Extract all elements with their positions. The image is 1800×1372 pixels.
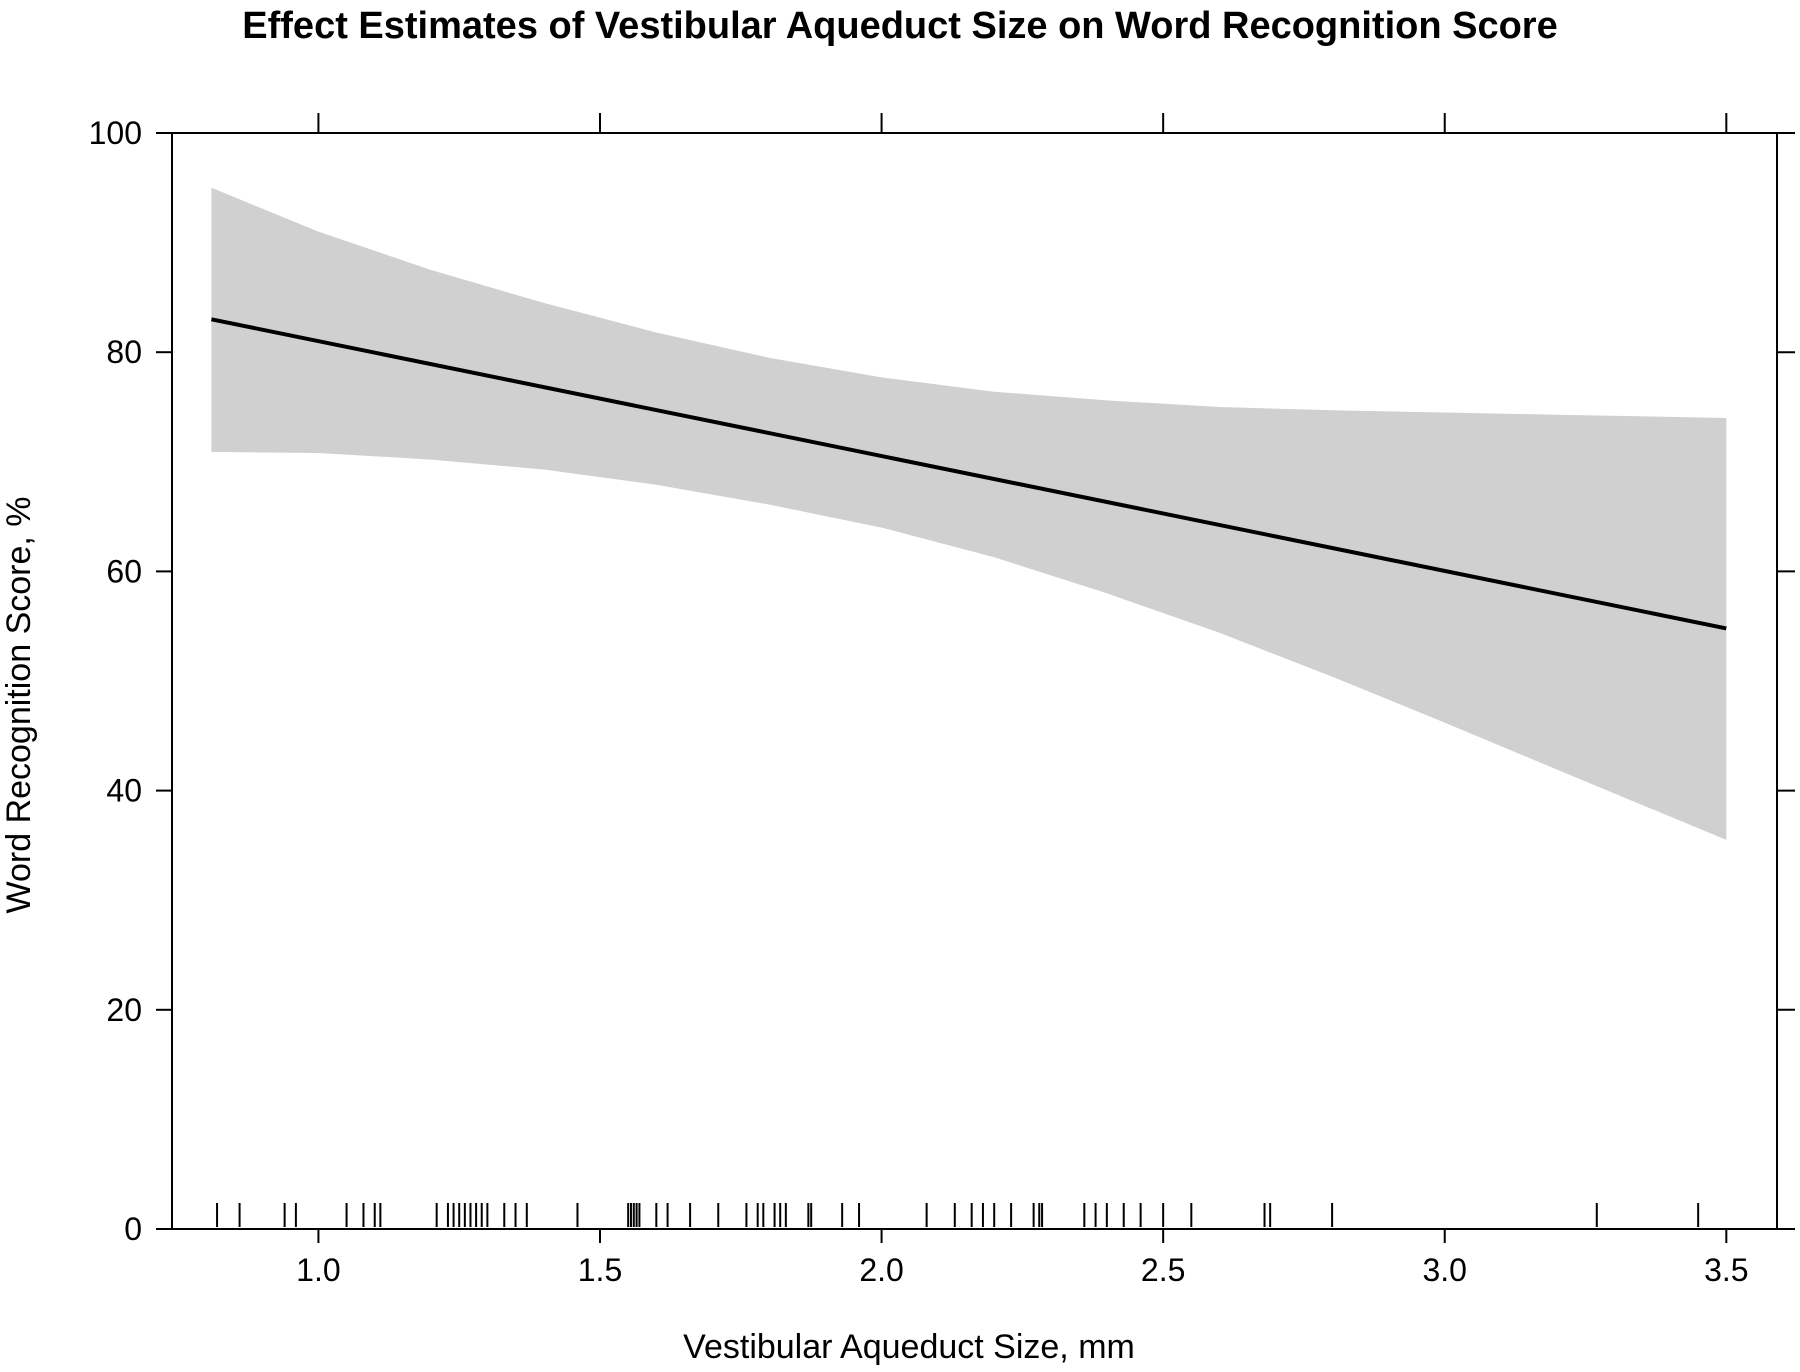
y-tick-label: 60: [106, 553, 142, 589]
fit-line: [211, 317, 1727, 631]
x-tick-label: 3.5: [1704, 1252, 1748, 1288]
x-tick-label: 2.0: [859, 1252, 903, 1288]
y-tick-label: 0: [124, 1211, 142, 1247]
y-tick-label: 100: [89, 115, 142, 151]
x-tick-label: 2.5: [1141, 1252, 1185, 1288]
x-axis-label: Vestibular Aqueduct Size, mm: [683, 1328, 1135, 1366]
y-tick-label: 40: [106, 773, 142, 809]
y-tick-label: 20: [106, 992, 142, 1028]
plot-frame: [171, 132, 1778, 1230]
plot-area: 1.0 1.5 2.0 2.5 3.0 3.5 0 20 40 60 80 100: [89, 113, 1795, 1288]
x-tick-label: 1.0: [296, 1252, 340, 1288]
y-tick-label: 80: [106, 334, 142, 370]
chart-title: Effect Estimates of Vestibular Aqueduct …: [242, 5, 1557, 47]
x-tick-label: 3.0: [1422, 1252, 1466, 1288]
y-axis-label: Word Recognition Score, %: [0, 496, 38, 913]
confidence-band: [211, 187, 1727, 840]
x-tick-label: 1.5: [578, 1252, 622, 1288]
